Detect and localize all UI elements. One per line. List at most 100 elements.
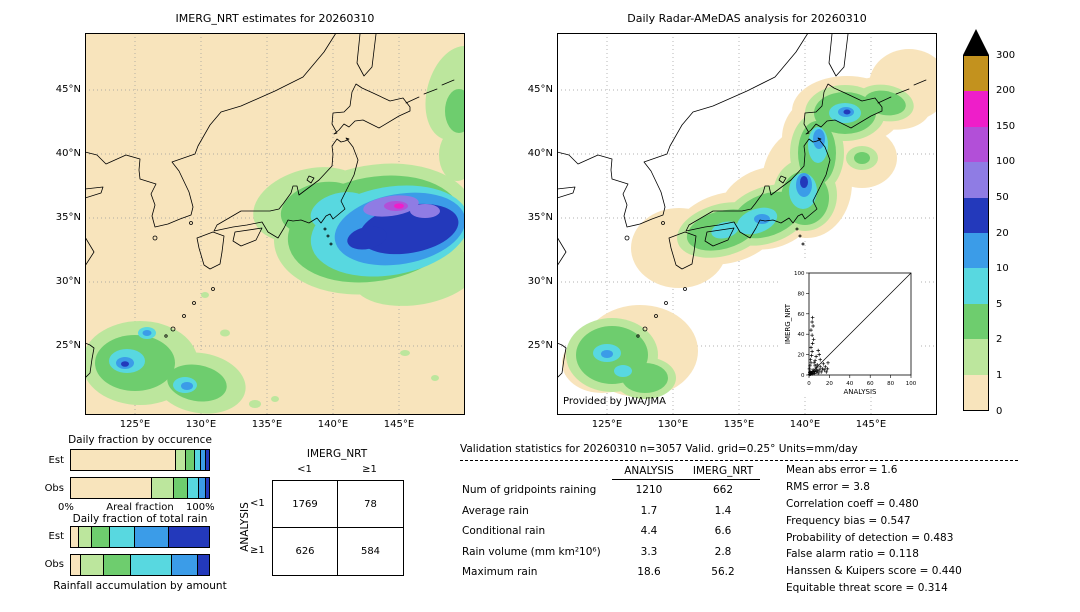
scatter-point xyxy=(810,320,814,324)
radar-map-canvas: 00 20 20 40 40 60 60 80 80 100 100 ANALYSIS IMERG_… xyxy=(557,33,937,415)
colorbar-tick-label: 200 xyxy=(996,85,1016,97)
colorbar-tick-label: 10 xyxy=(996,263,1009,275)
bar-segment xyxy=(174,478,189,498)
bar-segment xyxy=(169,527,210,547)
stats-value: 662 xyxy=(712,484,734,497)
stats-table: ANALYSIS IMERG_NRT Num of gridpoints raini… xyxy=(462,462,760,583)
scatter-point xyxy=(824,370,829,374)
scatter-point xyxy=(816,348,820,353)
bar-segment xyxy=(198,478,207,498)
bar-segment xyxy=(195,450,202,470)
bar-segment xyxy=(175,450,187,470)
scatter-point xyxy=(813,368,817,372)
inset-x-tick-label: 40 xyxy=(846,381,853,387)
occurrence-est-label: Est xyxy=(48,455,64,466)
bar-segment xyxy=(134,527,170,547)
lon-tick-label: 135°E xyxy=(723,419,755,430)
bar-segment xyxy=(198,555,209,575)
stats-row-label: Rain volume (mm km²10⁶) xyxy=(462,545,601,558)
credit-text: Provided by JWA/JMA xyxy=(563,396,666,407)
stats-value: 1.4 xyxy=(714,504,732,517)
volume-obs-label: Obs xyxy=(44,559,64,570)
radar-precip-field xyxy=(562,49,937,399)
bar-segment xyxy=(188,478,199,498)
scatter-point xyxy=(826,361,830,365)
contingency-row-label: <1 xyxy=(250,498,265,509)
contingency-cell: 78 xyxy=(338,481,403,528)
lon-tick-label: 145°E xyxy=(855,419,887,430)
bar-segment xyxy=(172,555,199,575)
inset-ticks: 00 20 20 40 40 60 60 80 80 100 100 xyxy=(794,271,917,387)
colorbar-segment xyxy=(964,197,988,234)
colorbar-segment xyxy=(964,374,988,411)
metrics-list: Mean abs error = 1.6 RMS error = 3.8 Corre… xyxy=(786,462,962,597)
inset-xlabel: ANALYSIS xyxy=(843,388,877,396)
stats-row-label: Average rain xyxy=(462,504,529,517)
inset-y-tick-label: 40 xyxy=(798,332,805,338)
scatter-point xyxy=(814,354,818,359)
metric-line: Probability of detection = 0.483 xyxy=(786,531,954,544)
bar-segment xyxy=(109,527,135,547)
stats-col-header: ANALYSIS xyxy=(612,462,686,480)
colorbar-tick-label: 1 xyxy=(996,369,1003,381)
occurrence-x-max: 100% xyxy=(186,502,215,513)
lon-tick-label: 135°E xyxy=(251,419,283,430)
scatter-point xyxy=(816,371,820,375)
lat-tick-label: 35°N xyxy=(527,212,553,223)
scatter-point xyxy=(813,358,817,363)
metric-line: Mean abs error = 1.6 xyxy=(786,464,898,476)
lon-tick-label: 140°E xyxy=(317,419,349,430)
inset-scatter-plot: 00 20 20 40 40 60 60 80 80 100 100 ANALYSIS IMERG_… xyxy=(779,261,921,397)
bar-segment xyxy=(71,478,152,498)
lon-tick-label: 125°E xyxy=(591,419,623,430)
inset-x-tick-label: 80 xyxy=(887,381,894,387)
inset-y-tick-label: 80 xyxy=(798,291,805,297)
stats-value: 18.6 xyxy=(637,566,661,579)
lat-tick-label: 40°N xyxy=(527,148,553,159)
bar-segment xyxy=(131,555,173,575)
contingency-table: 1769 78 626 584 xyxy=(272,480,404,576)
contingency-cell: 1769 xyxy=(273,481,338,528)
scatter-point xyxy=(815,369,819,373)
inset-x-tick-label: 0 xyxy=(807,381,811,387)
scatter-point xyxy=(808,357,813,362)
bar-segment xyxy=(78,527,92,547)
stats-value: 3.3 xyxy=(640,545,658,558)
lat-tick-label: 30°N xyxy=(55,276,81,287)
stats-value: 4.4 xyxy=(640,525,658,538)
bar-segment xyxy=(206,478,209,498)
stats-value: 56.2 xyxy=(711,566,735,579)
lat-tick-label: 30°N xyxy=(527,276,553,287)
metric-line: Equitable threat score = 0.314 xyxy=(786,582,948,595)
bar-segment xyxy=(201,450,207,470)
volume-bar-obs xyxy=(70,554,210,576)
contingency-col-label: ≥1 xyxy=(362,464,377,475)
contingency-col-group-label: IMERG_NRT xyxy=(306,448,368,460)
scatter-point xyxy=(809,353,814,358)
contingency-row-label: ≥1 xyxy=(250,545,265,556)
stats-value: 1210 xyxy=(635,484,663,497)
scatter-point xyxy=(815,363,819,367)
stats-title: Validation statistics for 20260310 n=305… xyxy=(460,443,1018,461)
metric-line: Hanssen & Kuipers score = 0.440 xyxy=(786,565,962,578)
bar-segment xyxy=(71,555,82,575)
colorbar-segment xyxy=(964,303,988,340)
scatter-point xyxy=(813,364,817,368)
colorbar-tick-label: 2 xyxy=(996,334,1003,346)
stats-row-label: Conditional rain xyxy=(462,525,546,538)
bar-segment xyxy=(81,555,104,575)
left-map-title: IMERG_NRT estimates for 20260310 xyxy=(175,12,375,25)
inset-x-tick-label: 100 xyxy=(906,381,917,387)
lat-tick-label: 45°N xyxy=(527,84,553,95)
inset-y-tick-label: 100 xyxy=(794,271,805,277)
scatter-point xyxy=(822,368,827,372)
scatter-point xyxy=(807,367,812,371)
scatter-point xyxy=(818,365,822,369)
scatter-point xyxy=(810,333,814,337)
scatter-point xyxy=(810,349,814,354)
scatter-point xyxy=(825,367,830,371)
imerg-map xyxy=(85,33,465,415)
scatter-point xyxy=(809,345,813,350)
colorbar-segment xyxy=(964,126,988,163)
